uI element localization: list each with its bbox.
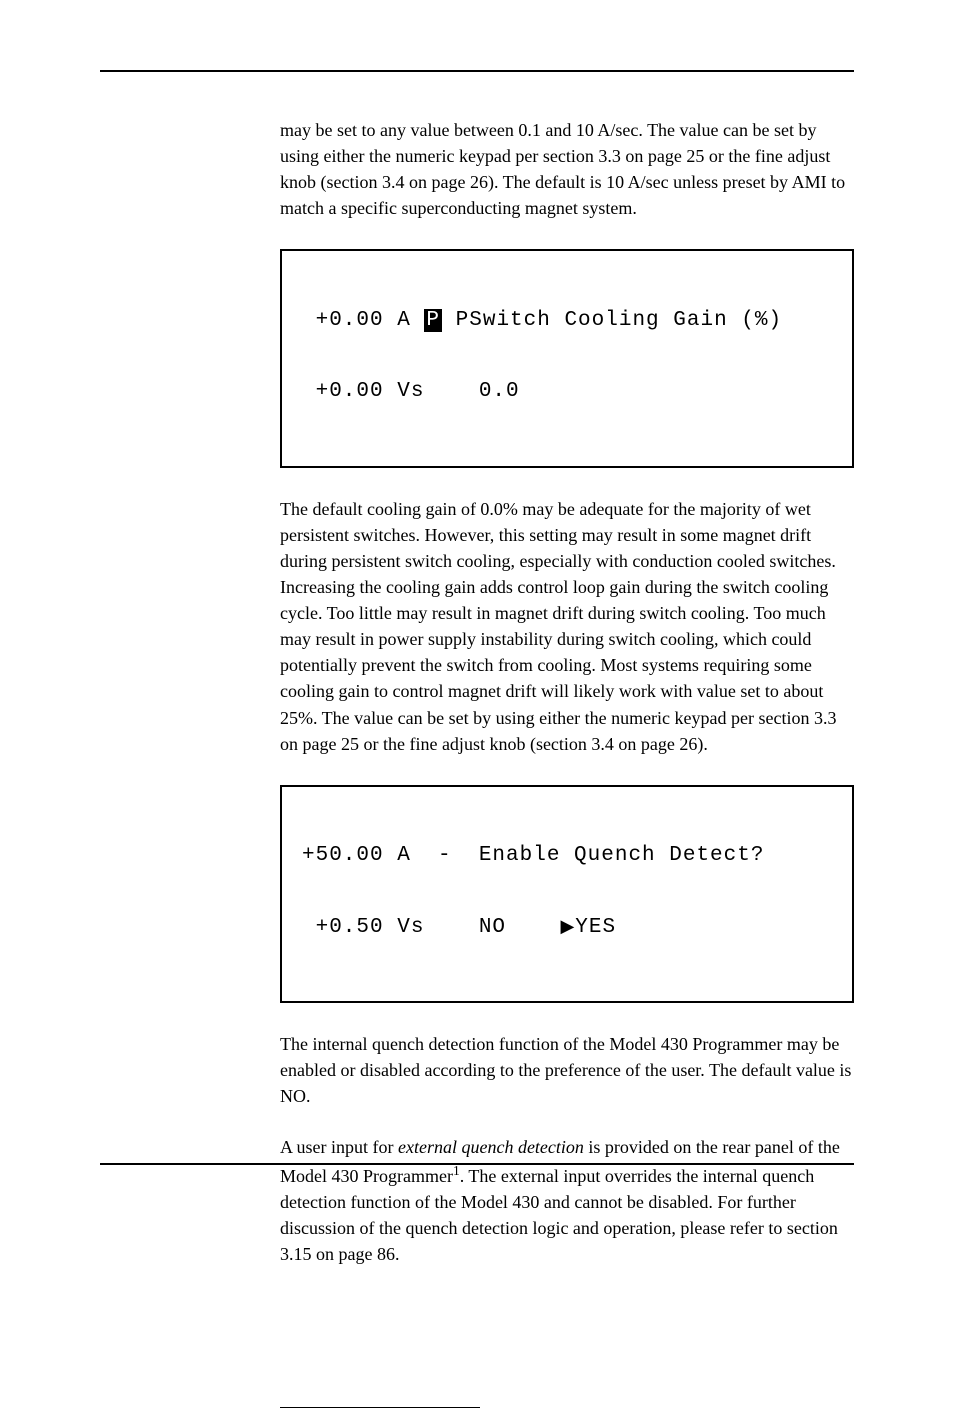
lcd-display-cooling-gain: +0.00 A P PSwitch Cooling Gain (%) +0.00… [280, 249, 854, 467]
lcd-voltage-no: +0.50 Vs NO [302, 916, 560, 939]
content-block-2: The default cooling gain of 0.0% may be … [280, 496, 854, 757]
lcd-display-quench-detect: +50.00 A - Enable Quench Detect? +0.50 V… [280, 785, 854, 1003]
italic-external-quench: external quench detection [398, 1137, 584, 1157]
lcd-current-reading: +0.00 A [302, 309, 424, 332]
selection-arrow-icon: ▶ [560, 913, 575, 944]
footer-rule [100, 1163, 854, 1165]
content-block-1: may be set to any value between 0.1 and … [280, 117, 854, 221]
lcd-row-2: +0.00 Vs 0.0 [302, 374, 832, 410]
lcd-p-badge: P [424, 309, 442, 332]
content-block-3: The internal quench detection function o… [280, 1031, 854, 1267]
lcd-row-1: +0.00 A P PSwitch Cooling Gain (%) [302, 303, 832, 339]
lcd-row-2: +0.50 Vs NO ▶YES [302, 910, 832, 946]
lcd-yes-option: YES [575, 916, 616, 939]
header-rule [100, 70, 854, 72]
lcd-row-1: +50.00 A - Enable Quench Detect? [302, 838, 832, 874]
paragraph-ramp-rate: may be set to any value between 0.1 and … [280, 117, 854, 221]
paragraph-external-quench: A user input for external quench detecti… [280, 1134, 854, 1266]
text-before-italic: A user input for [280, 1137, 398, 1157]
paragraph-quench-intro: The internal quench detection function o… [280, 1031, 854, 1109]
lcd-menu-title: PSwitch Cooling Gain (%) [442, 309, 782, 332]
paragraph-cooling-gain: The default cooling gain of 0.0% may be … [280, 496, 854, 757]
